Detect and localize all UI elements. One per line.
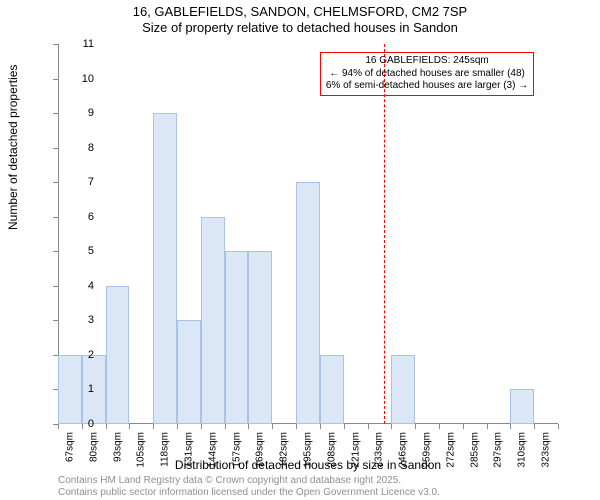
x-tick-label: 118sqm bbox=[160, 432, 171, 467]
y-axis-label: Number of detached properties bbox=[6, 65, 20, 230]
x-tick bbox=[487, 424, 488, 429]
x-tick bbox=[129, 424, 130, 429]
x-tick bbox=[106, 424, 107, 429]
histogram-bar bbox=[296, 182, 320, 424]
y-tick bbox=[53, 251, 58, 252]
x-tick bbox=[391, 424, 392, 429]
y-tick-label: 10 bbox=[64, 73, 94, 85]
x-tick bbox=[272, 424, 273, 429]
callout-box: 16 GABLEFIELDS: 245sqm← 94% of detached … bbox=[320, 52, 534, 96]
x-tick bbox=[368, 424, 369, 429]
histogram-bar bbox=[153, 113, 177, 424]
footer-line1: Contains HM Land Registry data © Crown c… bbox=[58, 475, 440, 487]
chart-footer: Contains HM Land Registry data © Crown c… bbox=[58, 475, 440, 498]
x-tick bbox=[558, 424, 559, 429]
x-tick-label: 93sqm bbox=[112, 432, 123, 462]
histogram-bar bbox=[225, 251, 249, 424]
chart-plot-area: 16 GABLEFIELDS: 245sqm← 94% of detached … bbox=[58, 44, 558, 424]
histogram-bar bbox=[201, 217, 225, 424]
x-tick-label: 157sqm bbox=[231, 432, 242, 468]
callout-line: 6% of semi-detached houses are larger (3… bbox=[326, 80, 528, 93]
x-tick-label: 221sqm bbox=[350, 432, 361, 468]
x-tick bbox=[225, 424, 226, 429]
x-tick bbox=[58, 424, 59, 429]
callout-line: ← 94% of detached houses are smaller (48… bbox=[326, 68, 528, 81]
x-tick bbox=[320, 424, 321, 429]
y-tick-label: 2 bbox=[64, 349, 94, 361]
x-tick-label: 323sqm bbox=[541, 432, 552, 468]
x-tick-label: 80sqm bbox=[88, 432, 99, 462]
x-tick bbox=[248, 424, 249, 429]
y-tick-label: 9 bbox=[64, 107, 94, 119]
y-tick bbox=[53, 182, 58, 183]
chart-title-line1: 16, GABLEFIELDS, SANDON, CHELMSFORD, CM2… bbox=[0, 4, 600, 19]
x-tick-label: 105sqm bbox=[136, 432, 147, 468]
y-tick bbox=[53, 44, 58, 45]
x-tick-label: 297sqm bbox=[493, 432, 504, 468]
histogram-bar bbox=[248, 251, 272, 424]
histogram-bar bbox=[510, 389, 534, 424]
x-tick bbox=[463, 424, 464, 429]
y-tick-label: 4 bbox=[64, 280, 94, 292]
y-tick-label: 1 bbox=[64, 383, 94, 395]
histogram-bar bbox=[320, 355, 344, 424]
y-tick-label: 8 bbox=[64, 142, 94, 154]
y-tick bbox=[53, 79, 58, 80]
x-tick-label: 310sqm bbox=[517, 432, 528, 468]
x-tick-label: 259sqm bbox=[422, 432, 433, 468]
x-tick-label: 208sqm bbox=[326, 432, 337, 468]
y-tick bbox=[53, 320, 58, 321]
x-tick bbox=[153, 424, 154, 429]
y-tick bbox=[53, 148, 58, 149]
x-tick bbox=[534, 424, 535, 429]
chart-title-line2: Size of property relative to detached ho… bbox=[0, 20, 600, 35]
x-tick-label: 169sqm bbox=[255, 432, 266, 468]
x-tick-label: 272sqm bbox=[445, 432, 456, 468]
x-tick-label: 195sqm bbox=[303, 432, 314, 468]
x-tick bbox=[201, 424, 202, 429]
x-tick-label: 131sqm bbox=[183, 432, 194, 468]
x-tick-label: 233sqm bbox=[374, 432, 385, 468]
x-tick bbox=[439, 424, 440, 429]
x-tick-label: 182sqm bbox=[279, 432, 290, 468]
x-tick bbox=[510, 424, 511, 429]
x-tick bbox=[177, 424, 178, 429]
y-tick-label: 0 bbox=[64, 418, 94, 430]
histogram-bar bbox=[177, 320, 201, 424]
y-tick bbox=[53, 113, 58, 114]
histogram-bar bbox=[106, 286, 130, 424]
y-tick-label: 3 bbox=[64, 314, 94, 326]
y-tick bbox=[53, 286, 58, 287]
x-tick-label: 144sqm bbox=[207, 432, 218, 468]
x-tick bbox=[344, 424, 345, 429]
histogram-bar bbox=[391, 355, 415, 424]
y-tick bbox=[53, 217, 58, 218]
y-tick-label: 6 bbox=[64, 211, 94, 223]
y-tick-label: 7 bbox=[64, 176, 94, 188]
x-tick-label: 67sqm bbox=[64, 432, 75, 462]
x-tick-label: 246sqm bbox=[398, 432, 409, 468]
y-tick-label: 5 bbox=[64, 245, 94, 257]
x-tick bbox=[296, 424, 297, 429]
reference-line bbox=[384, 44, 385, 424]
x-tick-label: 285sqm bbox=[469, 432, 480, 468]
footer-line2: Contains public sector information licen… bbox=[58, 487, 440, 499]
chart-title-block: 16, GABLEFIELDS, SANDON, CHELMSFORD, CM2… bbox=[0, 4, 600, 35]
x-tick bbox=[415, 424, 416, 429]
y-tick-label: 11 bbox=[64, 38, 94, 50]
callout-line: 16 GABLEFIELDS: 245sqm bbox=[326, 55, 528, 68]
